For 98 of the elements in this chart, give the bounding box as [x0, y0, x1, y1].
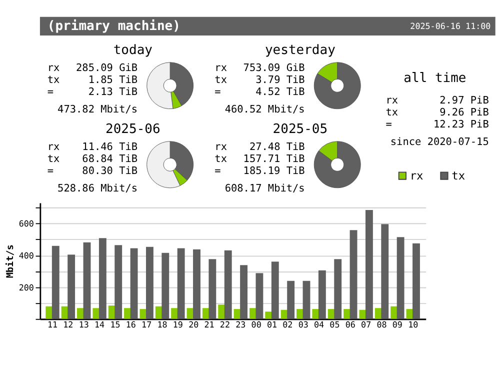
donut-slice: [314, 141, 361, 188]
bar: [287, 280, 295, 319]
x-tick-label: 12: [63, 320, 74, 330]
x-tick-label: 20: [188, 320, 199, 330]
text: tx: [214, 74, 227, 86]
text: 608.17 Mbit/s: [224, 184, 305, 195]
text: rx: [47, 62, 60, 74]
bar: [271, 262, 279, 319]
x-tick-label: 08: [376, 320, 387, 330]
text: tx: [47, 154, 60, 165]
bar: [98, 238, 106, 319]
text: =: [386, 119, 392, 130]
text: 2025-06-16 11:00: [410, 20, 491, 31]
x-tick-label: 04: [314, 320, 324, 330]
text: 185.19 TiB: [243, 166, 305, 177]
bar: [177, 248, 185, 319]
text: rx: [47, 142, 60, 153]
text: 285.09 GiB: [76, 62, 138, 74]
y-tick-label: 400: [18, 250, 34, 261]
x-tick-label: 10: [408, 320, 418, 330]
text: 9.26 PiB: [440, 107, 489, 118]
chart-title: today: [113, 43, 153, 58]
text: 4.52 TiB: [256, 86, 305, 98]
text: since 2020-07-15: [390, 137, 489, 148]
y-tick-label: 200: [18, 282, 34, 292]
text: =: [47, 86, 54, 98]
bar: [193, 249, 200, 319]
text: 473.82 Mbit/s: [58, 104, 138, 116]
text: rx: [386, 95, 398, 106]
x-tick-label: 01: [266, 320, 278, 330]
donut-slice: [314, 62, 361, 110]
text: =: [214, 86, 221, 98]
bar: [302, 280, 310, 319]
y-tick-label: 600: [18, 218, 34, 229]
text: 2.97 PiB: [440, 95, 489, 106]
bar: [240, 265, 248, 319]
text: 3.79 TiB: [256, 74, 305, 86]
x-tick-label: 16: [126, 320, 136, 330]
text: tx: [386, 107, 398, 118]
bar: [381, 224, 389, 319]
bar: [365, 210, 373, 319]
x-tick-label: 13: [78, 320, 89, 330]
text: 27.48 TiB: [249, 142, 305, 153]
chart-title: yesterday: [264, 43, 336, 58]
bar: [146, 246, 154, 319]
x-tick-label: 06: [345, 320, 356, 330]
x-tick-label: 22: [220, 320, 230, 330]
bar: [396, 237, 404, 319]
x-tick-label: 09: [392, 320, 402, 330]
x-tick-label: 11: [47, 320, 58, 330]
y-axis-title: Mbit/s: [5, 244, 16, 278]
x-tick-label: 02: [282, 320, 293, 330]
bar: [68, 254, 76, 319]
text: rx: [214, 142, 227, 153]
bar: [52, 246, 60, 319]
x-tick-label: 19: [172, 320, 183, 330]
text: 12.23 PiB: [433, 119, 489, 130]
text: tx: [214, 154, 227, 165]
bar: [130, 248, 138, 319]
text: 2.13 TiB: [88, 86, 138, 98]
bar: [208, 259, 216, 319]
bar: [224, 250, 232, 319]
x-tick-label: 03: [298, 320, 308, 330]
x-tick-label: 00: [251, 320, 262, 330]
text: 80.30 TiB: [82, 166, 138, 177]
bar: [350, 230, 358, 319]
bar: [114, 245, 122, 319]
x-tick-label: 21: [204, 320, 214, 330]
legend-label: rx: [410, 170, 424, 183]
x-tick-label: 05: [330, 320, 340, 330]
x-tick-label: 07: [361, 320, 372, 330]
text: 157.71 TiB: [243, 154, 305, 165]
x-tick-label: 23: [236, 320, 246, 330]
bar: [256, 273, 264, 319]
text: 460.52 Mbit/s: [224, 104, 305, 116]
text: rx: [214, 62, 227, 74]
legend-label: tx: [452, 170, 466, 183]
bar: [162, 252, 170, 319]
bar: [412, 243, 420, 319]
x-tick-label: 15: [110, 320, 120, 330]
text: =: [214, 166, 221, 177]
text: tx: [47, 74, 60, 86]
text: (primary machine): [47, 18, 180, 34]
text: 1.85 TiB: [88, 74, 138, 86]
bar: [83, 242, 91, 319]
text: 528.86 Mbit/s: [58, 184, 138, 195]
text: 11.46 TiB: [82, 142, 138, 153]
text: 753.09 GiB: [243, 62, 305, 74]
text: =: [47, 166, 54, 177]
text: 68.84 TiB: [82, 154, 138, 165]
x-tick-label: 17: [142, 320, 152, 330]
chart-title: 2025-05: [272, 122, 328, 138]
chart-title: 2025-06: [106, 122, 160, 138]
bar: [334, 259, 342, 319]
bar: [318, 270, 326, 319]
x-tick-label: 14: [94, 320, 105, 330]
x-tick-label: 18: [157, 320, 168, 330]
text: all time: [404, 70, 466, 86]
